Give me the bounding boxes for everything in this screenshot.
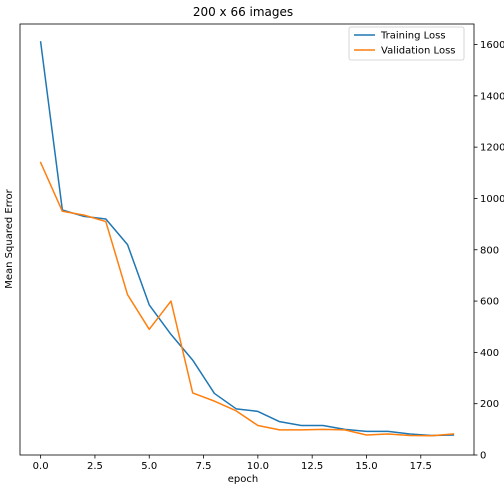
x-tick-label: 15.0 <box>355 461 377 472</box>
legend-label-validation: Validation Loss <box>381 46 456 57</box>
x-tick-label: 17.5 <box>410 461 432 472</box>
legend-box <box>348 26 465 61</box>
x-axis: 0.0 2.5 5.0 7.5 10.0 12.5 15.0 17.5 <box>33 455 432 472</box>
x-tick-label: 10.0 <box>247 461 269 472</box>
chart-title: 200 x 66 images <box>193 5 293 19</box>
plot-frame <box>19 23 475 456</box>
y-tick-label: 1200 <box>480 143 504 154</box>
series-line-1 <box>39 161 455 437</box>
y-tick-label: 600 <box>480 297 499 308</box>
y-axis-label: Mean Squared Error <box>4 188 15 288</box>
x-tick-label: 12.5 <box>301 461 323 472</box>
legend-label-training: Training Loss <box>380 31 446 42</box>
y-tick-label: 0 <box>480 451 486 462</box>
y-axis: 0 200 400 600 800 1000 1200 1400 1600 <box>474 40 504 462</box>
series-layer <box>39 41 455 437</box>
y-tick-label: 400 <box>480 348 499 359</box>
legend: Training Loss Validation Loss <box>348 26 465 61</box>
y-tick-label: 1000 <box>480 194 504 205</box>
y-tick-label: 200 <box>480 399 499 410</box>
y-tick-label: 1400 <box>480 91 504 102</box>
x-tick-label: 5.0 <box>141 461 157 472</box>
x-tick-label: 7.5 <box>196 461 212 472</box>
x-axis-label: epoch <box>228 474 258 485</box>
y-tick-label: 800 <box>480 245 499 256</box>
y-tick-label: 1600 <box>480 40 504 51</box>
x-tick-label: 0.0 <box>33 461 49 472</box>
series-line-0 <box>39 41 455 437</box>
x-tick-label: 2.5 <box>87 461 103 472</box>
